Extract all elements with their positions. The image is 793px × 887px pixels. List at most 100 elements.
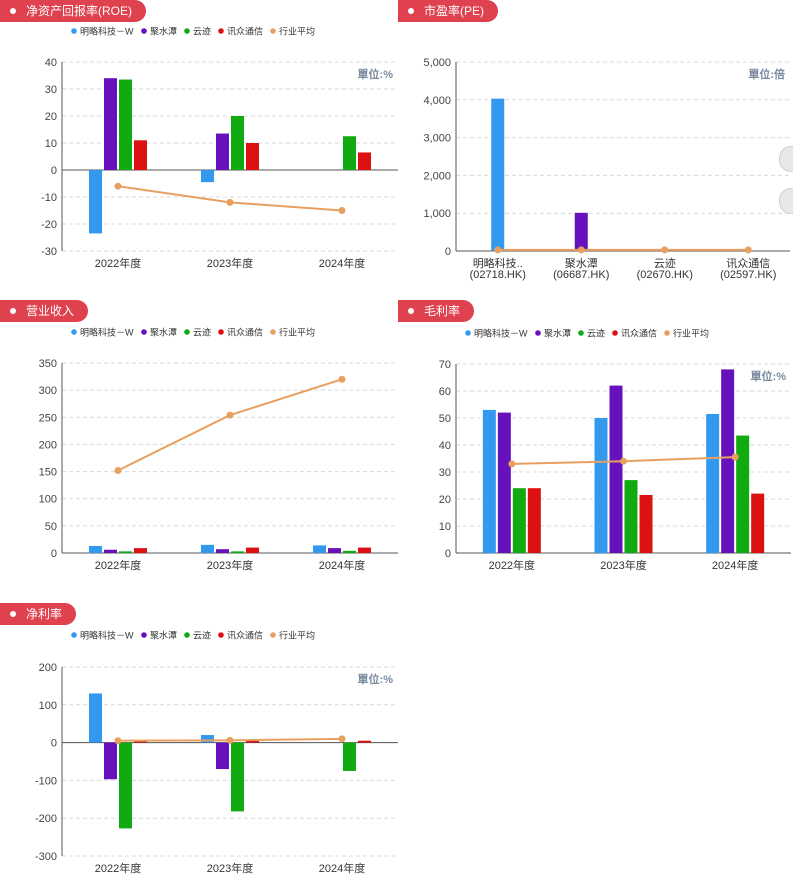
average-line <box>117 378 343 472</box>
legend-marker-1 <box>141 28 147 34</box>
legend-label-0: 明略科技－W <box>80 26 134 37</box>
legend-marker-2 <box>184 28 190 34</box>
legend-marker-1 <box>141 632 147 638</box>
bar <box>639 494 653 553</box>
average-point <box>620 457 627 465</box>
roe-title: 净资产回报率(ROE) <box>26 4 132 18</box>
x-tick-label: 2024年度 <box>712 558 758 572</box>
x-tick-label: 2022年度 <box>95 256 141 270</box>
unit-label: 單位:倍 <box>748 67 785 81</box>
legend-marker-4 <box>270 28 276 34</box>
revenue-title-badge: 营业收入 <box>0 300 89 322</box>
legend-marker-1 <box>535 330 541 336</box>
badge-dot-icon <box>408 308 414 314</box>
legend-marker-0 <box>71 28 77 34</box>
legend-marker-3 <box>218 28 224 34</box>
net-margin-panel: 净利率 200 100 0 -100 -200 -300 單位:% 2022年度 2023年度 2… <box>0 603 400 887</box>
bar <box>216 549 229 553</box>
legend-label-1: 聚水潭 <box>150 26 177 37</box>
legend-marker-0 <box>465 330 471 336</box>
average-point <box>114 737 122 745</box>
revenue-chart: 350 300 250 200 150 100 50 0 2022年度 2023年度 2024年度 明… <box>39 327 398 572</box>
average-point <box>226 411 234 419</box>
x-tick-code-label: (02597.HK) <box>720 269 776 281</box>
y-tick-label: 5,000 <box>423 57 451 69</box>
average-point <box>226 198 234 206</box>
pe-panel: 市盈率(PE) 5,000 4,000 3,000 2,000 1,000 0 單位:倍 明略… <box>398 0 793 290</box>
average-point <box>577 246 585 254</box>
x-tick-label: 讯众通信 <box>726 257 770 270</box>
roe-panel: 净资产回报率(ROE) 40 30 20 10 0 -10 -20 -30 單位:% 2022年度… <box>0 0 400 280</box>
bar <box>246 740 259 743</box>
badge-dot-icon <box>10 611 16 617</box>
badge-dot-icon <box>10 308 16 314</box>
gross-margin-title-badge: 毛利率 <box>398 300 475 322</box>
roe-chart: 40 30 20 10 0 -10 -20 -30 單位:% 2022年度 2023年度 2024年度… <box>41 26 398 270</box>
average-point <box>338 735 346 743</box>
y-tick-label: 4,000 <box>423 95 451 107</box>
legend-label-3: 讯众通信 <box>227 327 263 338</box>
y-tick-label: 30 <box>439 467 451 479</box>
y-tick-label: 200 <box>39 439 57 451</box>
average-point <box>494 246 502 254</box>
y-tick-label: 40 <box>439 440 451 452</box>
bar <box>594 418 608 553</box>
x-tick-label: 2024年度 <box>319 558 365 572</box>
average-point <box>661 246 669 254</box>
y-tick-label: 250 <box>39 412 57 424</box>
legend-label-4: 行业平均 <box>279 630 315 641</box>
legend-marker-4 <box>270 329 276 335</box>
legend-label-0: 明略科技－W <box>80 630 134 641</box>
legend-marker-1 <box>141 329 147 335</box>
legend-label-4: 行业平均 <box>673 328 709 339</box>
y-tick-label: 0 <box>445 548 451 560</box>
x-tick-label: 2022年度 <box>489 558 535 572</box>
average-point <box>226 736 234 744</box>
average-point <box>338 375 346 383</box>
bar <box>231 116 244 170</box>
bar <box>119 79 132 170</box>
bar <box>328 548 341 553</box>
pe-title-badge: 市盈率(PE) <box>398 0 499 22</box>
legend-label-0: 明略科技－W <box>80 327 134 338</box>
legend-marker-0 <box>71 329 77 335</box>
bar <box>119 742 132 829</box>
x-tick-label: 2023年度 <box>207 558 253 572</box>
bar <box>201 735 214 743</box>
y-tick-label: 100 <box>39 700 57 712</box>
y-tick-label: 300 <box>39 385 57 397</box>
y-tick-label: -10 <box>41 192 57 204</box>
bar <box>201 544 214 553</box>
y-tick-label: 10 <box>45 138 57 150</box>
average-point <box>114 466 122 474</box>
bar <box>216 742 229 770</box>
y-tick-label: -200 <box>35 813 57 825</box>
x-tick-label: 明略科技.. <box>473 256 523 270</box>
average-point <box>338 207 346 214</box>
bar <box>736 435 750 553</box>
x-tick-label: 2022年度 <box>95 861 141 875</box>
pe-title: 市盈率(PE) <box>424 4 485 18</box>
bar <box>119 551 132 553</box>
x-tick-label: 云迹 <box>654 257 676 270</box>
bar <box>343 136 356 170</box>
legend-label-2: 云迹 <box>193 327 211 338</box>
badge-dot-icon <box>408 8 414 14</box>
y-tick-label: 0 <box>51 738 57 750</box>
legend-marker-4 <box>270 632 276 638</box>
x-tick-label: 2022年度 <box>95 558 141 572</box>
legend-marker-2 <box>184 632 190 638</box>
y-tick-label: 50 <box>439 413 451 425</box>
average-point <box>731 453 739 461</box>
y-tick-label: 200 <box>39 662 57 674</box>
legend-label-4: 行业平均 <box>279 327 315 338</box>
y-tick-label: 0 <box>51 165 57 177</box>
bar <box>246 143 259 170</box>
bar <box>313 545 326 553</box>
y-tick-label: 2,000 <box>423 170 451 182</box>
revenue-panel: 营业收入 350 300 250 200 150 100 50 0 2022年度 2023年度 20… <box>0 300 400 580</box>
y-tick-label: 70 <box>439 359 451 371</box>
legend-label-1: 聚水潭 <box>544 328 571 339</box>
bar <box>89 170 102 234</box>
bar <box>497 412 511 553</box>
